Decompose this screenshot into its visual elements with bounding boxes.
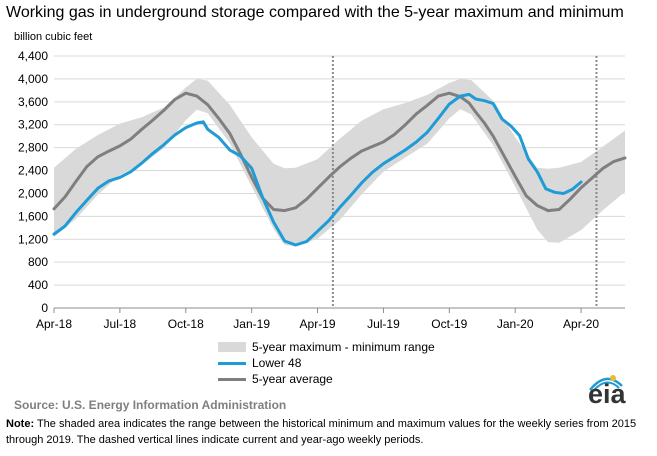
x-tick-label: Oct-18 (168, 317, 204, 331)
axes: 0 400 800 1,200 1,600 2,000 2,400 2,800 3,200 3,6… (18, 49, 625, 331)
chart-legend: 5-year maximum - minimum range Lower 48 … (218, 339, 435, 387)
note-text: The shaded area indicates the range betw… (6, 418, 637, 446)
y-tick-label: 1,600 (18, 209, 48, 223)
range-band (54, 78, 625, 247)
legend-swatch-lower48 (218, 361, 246, 365)
footnote: Note: The shaded area indicates the rang… (6, 416, 642, 448)
x-tick-label: Apr-20 (563, 317, 599, 331)
y-tick-label: 2,800 (18, 141, 48, 155)
legend-label-lower48: Lower 48 (252, 356, 302, 370)
x-tick-label: Jan-20 (497, 317, 534, 331)
source-text: Source: U.S. Energy Information Administ… (14, 398, 287, 412)
y-tick-label: 3,600 (18, 95, 48, 109)
y-tick-label: 800 (28, 255, 48, 269)
period-markers (331, 56, 598, 308)
y-axis-unit-label: billion cubic feet (14, 31, 93, 43)
logo-text: eia (588, 379, 626, 409)
y-tick-label: 2,000 (18, 186, 48, 200)
x-tick-label: Apr-19 (300, 317, 336, 331)
legend-label-average: 5-year average (252, 372, 333, 386)
series-line-5yr-average (52, 91, 627, 213)
x-tick-label: Apr-18 (36, 317, 72, 331)
y-tick-label: 2,400 (18, 164, 48, 178)
x-tick-label: Jul-19 (367, 317, 400, 331)
y-tick-label: 4,000 (18, 72, 48, 86)
logo-arc-icon (589, 375, 623, 391)
legend-swatch-average (218, 377, 246, 381)
y-tick-label: 400 (28, 278, 48, 292)
y-tick-label: 0 (41, 301, 48, 315)
note-label: Note: (6, 418, 35, 430)
range-band-layer (54, 78, 625, 247)
series-layer (52, 91, 627, 247)
y-tick-label: 4,400 (18, 49, 48, 63)
gridlines (54, 55, 625, 286)
legend-item-range: 5-year maximum - minimum range (218, 339, 435, 355)
legend-item-average: 5-year average (218, 371, 435, 387)
y-tick-label: 3,200 (18, 118, 48, 132)
storage-chart: 0 400 800 1,200 1,600 2,000 2,400 2,800 3,200 3,6… (18, 49, 627, 331)
y-tick-label: 1,200 (18, 232, 48, 246)
legend-label-range: 5-year maximum - minimum range (252, 340, 435, 354)
eia-logo: eia (586, 372, 626, 408)
legend-swatch-range (218, 342, 246, 352)
x-tick-label: Jan-19 (233, 317, 270, 331)
x-tick-label: Oct-19 (431, 317, 467, 331)
x-tick-label: Jul-18 (104, 317, 137, 331)
chart-title: Working gas in underground storage compa… (6, 4, 624, 21)
legend-item-lower48: Lower 48 (218, 355, 435, 371)
series-line-lower48 (52, 92, 583, 247)
